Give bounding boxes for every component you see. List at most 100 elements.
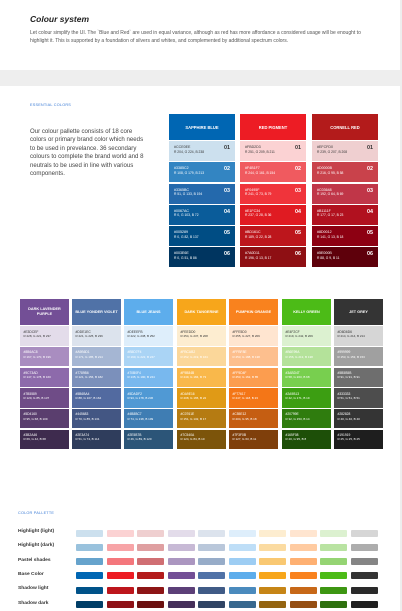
palette-swatch[interactable] <box>228 543 256 551</box>
color-swatch-row[interactable]: #C55E12 R 204, G 95, B 18 <box>229 408 278 429</box>
palette-swatch[interactable] <box>228 601 256 608</box>
color-swatch-row[interactable]: #70B0F4 R 135, G 190, B 244 <box>124 367 173 388</box>
color-swatch-row[interactable]: #191919 R 25, G 25, B 25 <box>334 429 383 450</box>
color-swatch-row[interactable]: #BD161C R 189, G 22, B 28 05 <box>240 225 306 246</box>
color-swatch-row[interactable]: #8D0012 R 141, G 13, B 18 05 <box>312 225 378 246</box>
color-swatch-row[interactable]: #CCE0EE R 204, G 224, B 238 01 <box>169 141 235 162</box>
color-swatch-row[interactable]: #DDE1EC R 221, G 225, B 236 <box>72 326 121 346</box>
palette-swatch[interactable] <box>350 558 378 566</box>
color-swatch-row[interactable]: #2E3A74 R 51, G 74, B 114 <box>72 429 121 450</box>
palette-swatch[interactable] <box>259 572 286 580</box>
palette-swatch[interactable] <box>167 586 195 594</box>
palette-swatch[interactable] <box>320 558 347 566</box>
palette-swatch[interactable] <box>137 529 164 537</box>
color-swatch-row[interactable]: #FF9D4F R 253, G 162, B 85 <box>229 367 278 388</box>
color-swatch-row[interactable]: #A9B6D1 R 171, G 185, B 214 <box>72 346 121 367</box>
palette-swatch[interactable] <box>137 586 164 594</box>
color-swatch-row[interactable]: #3385C2 R 108, G 179, B 213 02 <box>169 162 235 183</box>
color-swatch-row[interactable]: #3B2A46 R 69, G 42, B 68 <box>20 429 69 450</box>
palette-swatch[interactable] <box>137 558 164 566</box>
color-swatch-row[interactable]: #7789B6 R 121, G 156, B 182 <box>72 367 121 388</box>
color-swatch-row[interactable]: #7B5589 R 120, G 85, B 137 <box>20 388 69 408</box>
color-swatch-row[interactable]: #003E6E R 0, G 51, B 86 06 <box>169 247 235 268</box>
palette-swatch[interactable] <box>228 558 256 566</box>
color-swatch-row[interactable]: #9C73AD R 147, G 178, B 160 <box>20 367 69 388</box>
color-swatch-row[interactable]: #D6D6D6 R 214, G 214, B 214 <box>334 326 383 346</box>
palette-swatch[interactable] <box>350 586 378 594</box>
palette-swatch[interactable] <box>198 572 225 580</box>
color-swatch-row[interactable]: #005289 R 0, G 82, B 137 05 <box>169 225 235 246</box>
color-swatch-row[interactable]: #333333 R 51, G 51, B 51 <box>334 388 383 408</box>
palette-swatch[interactable] <box>259 558 286 566</box>
color-swatch-row[interactable]: #FFBF8E R 253, G 188, B 138 <box>229 346 278 367</box>
palette-swatch[interactable] <box>320 543 347 551</box>
color-swatch-row[interactable]: #FFE5D0 R 255, G 227, B 209 <box>229 326 278 346</box>
color-swatch-row[interactable]: #F77617 R 247, G 118, B 23 <box>229 388 278 408</box>
color-swatch-row[interactable]: #B5D7F4 R 190, G 222, B 247 <box>124 346 173 367</box>
palette-swatch[interactable] <box>167 572 195 580</box>
color-swatch-row[interactable]: #445683 R 70, G 85, B 131 <box>72 408 121 429</box>
color-swatch-row[interactable]: #999999 R 153, G 153, B 153 <box>334 346 383 367</box>
color-swatch-row[interactable]: #5DADF2 R 93, G 178, B 236 <box>124 388 173 408</box>
palette-swatch[interactable] <box>320 529 347 537</box>
color-swatch-row[interactable]: #F4B1F7 R 244, G 161, B 154 02 <box>240 162 306 183</box>
palette-swatch[interactable] <box>350 529 378 537</box>
color-swatch-row[interactable]: #7A0D11 R 196, G 13, B 17 06 <box>240 247 306 268</box>
palette-swatch[interactable] <box>76 601 103 608</box>
palette-swatch[interactable] <box>198 586 225 594</box>
palette-swatch[interactable] <box>289 558 317 566</box>
palette-swatch[interactable] <box>106 543 134 551</box>
color-swatch-row[interactable]: #E1FC34 R 237, G 28, B 36 04 <box>240 204 306 225</box>
palette-swatch[interactable] <box>289 586 317 594</box>
palette-swatch[interactable] <box>289 529 317 537</box>
color-swatch-row[interactable]: #EFCFD0 R 239, G 207, B 208 01 <box>312 141 378 162</box>
color-swatch-row[interactable]: #F9B84B R 249, G 184, B 73 <box>177 367 226 388</box>
palette-swatch[interactable] <box>289 601 317 608</box>
palette-swatch[interactable] <box>167 558 195 566</box>
palette-swatch[interactable] <box>76 586 103 594</box>
color-swatch-row[interactable]: #2A9B13 R 42, G 171, B 19 <box>282 388 331 408</box>
palette-swatch[interactable] <box>289 572 317 580</box>
palette-swatch[interactable] <box>137 601 164 608</box>
palette-swatch[interactable] <box>198 543 225 551</box>
palette-swatch[interactable] <box>289 543 317 551</box>
palette-swatch[interactable] <box>259 529 286 537</box>
palette-swatch[interactable] <box>167 529 195 537</box>
palette-swatch[interactable] <box>167 601 195 608</box>
palette-swatch[interactable] <box>350 572 378 580</box>
palette-swatch[interactable] <box>167 543 195 551</box>
palette-swatch[interactable] <box>228 529 256 537</box>
color-swatch-row[interactable]: #8B6AC8 R 167, G 170, B 196 <box>20 346 69 367</box>
palette-swatch[interactable] <box>106 558 134 566</box>
color-swatch-row[interactable]: #FBD2D3 R 251, G 209, B 211 01 <box>240 141 306 162</box>
palette-swatch[interactable] <box>320 601 347 608</box>
color-swatch-row[interactable]: #3365BC R 51, G 133, B 194 03 <box>169 183 235 204</box>
color-swatch-row[interactable]: #4B8BC7 R 74, G 138, B 199 <box>124 408 173 429</box>
palette-swatch[interactable] <box>198 601 225 608</box>
color-swatch-row[interactable]: #165F08 R 20, G 95, B 8 <box>282 429 331 450</box>
color-swatch-row[interactable]: #B1111F R 177, G 17, B 23 04 <box>312 204 378 225</box>
color-swatch-row[interactable]: #DA9E16 R 208, G 165, B 22 <box>177 388 226 408</box>
palette-swatch[interactable] <box>106 601 134 608</box>
color-swatch-row[interactable]: #5E000B R 88, G 9, B 11 06 <box>312 247 378 268</box>
color-swatch-row[interactable]: #D0000B R 216, G 95, B 58 02 <box>312 162 378 183</box>
palette-swatch[interactable] <box>320 586 347 594</box>
color-swatch-row[interactable]: #7C540A R 124, G 84, B 10 <box>177 429 226 450</box>
color-swatch-row[interactable]: #B6E99A R 156, G 213, B 138 <box>282 346 331 367</box>
color-swatch-row[interactable]: #3ABD4T R 58, G 203, B 68 <box>282 367 331 388</box>
color-swatch-row[interactable]: #20799E R 32, G 153, B 14 <box>282 408 331 429</box>
color-swatch-row[interactable]: #C0761E R 151, G 132, B 17 <box>177 408 226 429</box>
color-swatch-row[interactable]: #F0495F R 241, G 73, B 79 03 <box>240 183 306 204</box>
color-swatch-row[interactable]: #2E5B7B R 46, G 89, B 120 <box>124 429 173 450</box>
palette-swatch[interactable] <box>198 529 225 537</box>
color-swatch-row[interactable]: #FBCAB2 R 252, G 219, B 164 <box>177 346 226 367</box>
palette-swatch[interactable] <box>106 572 134 580</box>
color-swatch-row[interactable]: #FEEDD0 R 254, G 237, B 208 <box>177 326 226 346</box>
palette-swatch[interactable] <box>106 586 134 594</box>
palette-swatch[interactable] <box>259 601 286 608</box>
palette-swatch[interactable] <box>76 543 103 551</box>
palette-swatch[interactable] <box>198 558 225 566</box>
color-swatch-row[interactable]: #0067AC R 0, G 103, B 72 04 <box>169 204 235 225</box>
color-swatch-row[interactable]: #7F3F0B R 127, G 63, B 11 <box>229 429 278 450</box>
color-swatch-row[interactable]: #282828 R 40, G 40, B 40 <box>334 408 383 429</box>
